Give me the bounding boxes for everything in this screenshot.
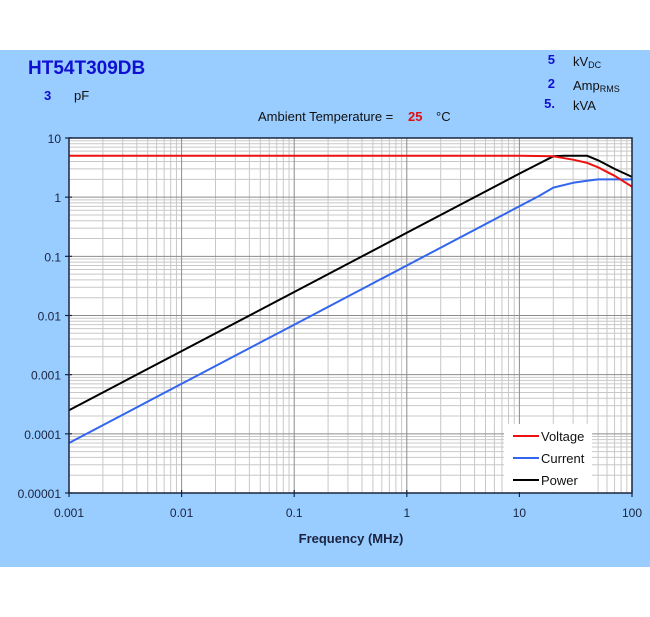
y-tick-label: 0.0001: [24, 428, 61, 442]
x-tick-label: 10: [513, 506, 527, 520]
y-tick-labels: 10 1 0.1 0.01 0.001 0.0001 0.00001: [18, 132, 62, 501]
y-tick-label: 0.01: [38, 310, 62, 324]
x-tick-label: 0.01: [170, 506, 194, 520]
x-tick-label: 100: [622, 506, 642, 520]
series-line-voltage: [69, 154, 633, 188]
x-tick-label: 1: [403, 506, 410, 520]
ambient-temperature-value: 25: [408, 109, 423, 124]
current-rating-unit: AmpRMS: [573, 78, 620, 94]
legend-label-current: Current: [541, 451, 585, 466]
voltage-rating-unit: kVDC: [573, 54, 602, 70]
legend: Voltage Current Power: [504, 424, 592, 492]
part-number-title: HT54T309DB: [28, 58, 146, 79]
y-tick-label: 0.00001: [18, 487, 62, 501]
x-tick-label: 0.001: [54, 506, 84, 520]
y-tick-label: 0.001: [31, 369, 61, 383]
capacitance-value: 3: [44, 88, 52, 103]
ambient-temperature-unit: °C: [436, 109, 451, 124]
ambient-temperature-label: Ambient Temperature =: [258, 109, 394, 124]
series-line-current: [68, 178, 632, 444]
y-tick-label: 0.1: [44, 250, 61, 264]
legend-label-voltage: Voltage: [541, 429, 584, 444]
y-tick-label: 1: [54, 191, 61, 205]
x-tick-labels: 0.001 0.01 0.1 1 10 100: [54, 506, 642, 520]
current-rating-value: 2: [547, 76, 555, 91]
x-axis-label: Frequency (MHz): [299, 531, 404, 546]
capacitance-unit: pF: [74, 88, 90, 103]
y-tick-label: 10: [48, 132, 62, 146]
voltage-rating-value: 5: [547, 52, 555, 67]
major-gridlines: [69, 138, 632, 493]
power-rating-unit: kVA: [573, 98, 596, 113]
series-layer: [68, 154, 633, 444]
power-rating-value: 5.: [544, 96, 555, 111]
legend-label-power: Power: [541, 473, 579, 488]
x-tick-label: 0.1: [286, 506, 303, 520]
